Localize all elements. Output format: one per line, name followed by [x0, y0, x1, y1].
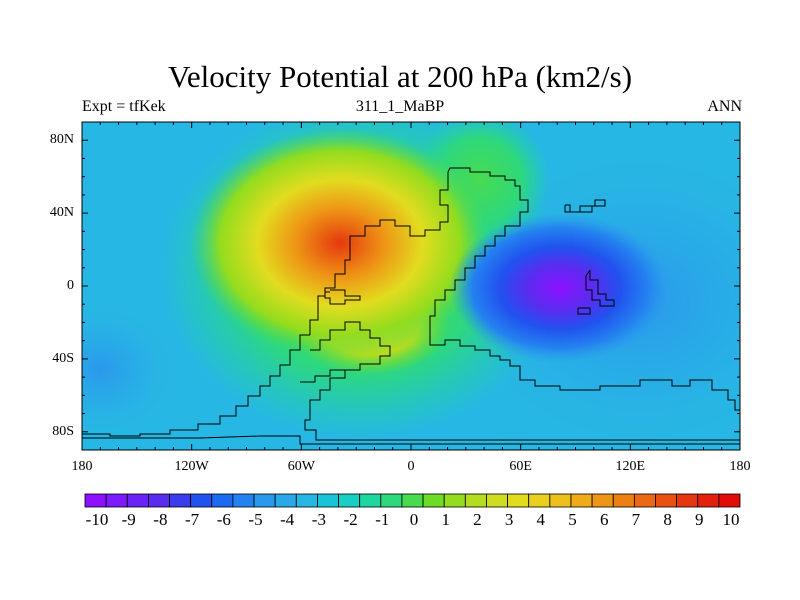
western-pacific-low: [82, 310, 170, 430]
colorbar-box: [338, 493, 361, 508]
colorbar-label: 7: [631, 510, 641, 529]
lat-tick-label: 80S: [52, 423, 74, 439]
contour-field: [82, 122, 740, 450]
axis-ticks: [81, 122, 741, 450]
colorbar-box: [655, 493, 678, 508]
colorbar-label: 8: [663, 510, 672, 529]
coastlines: [82, 167, 740, 445]
lon-tick-label: 0: [407, 459, 415, 474]
colorbar-box: [126, 493, 149, 508]
lon-tick-label: 180: [729, 459, 751, 474]
colorbar-label: -9: [121, 510, 136, 529]
colorbar-box: [718, 493, 741, 508]
colorbar-label: 6: [599, 510, 609, 529]
colorbar-box: [422, 493, 445, 508]
colorbar-label: 0: [409, 510, 419, 529]
plot-title: Velocity Potential at 200 hPa (km2/s): [167, 59, 633, 94]
colorbar-box: [295, 493, 318, 508]
colorbar-box: [359, 493, 382, 508]
colorbar-box: [211, 493, 234, 508]
colorbar-label: -7: [185, 510, 200, 529]
colorbar-box: [697, 493, 720, 508]
lat-tick-label: 40N: [49, 205, 74, 221]
colorbar-label: 9: [695, 510, 704, 529]
colorbar-box: [486, 493, 508, 508]
south-america-east-outline: [300, 369, 346, 383]
lon-tick-label: 180: [71, 459, 93, 474]
continent-south-east-outline: [304, 321, 740, 441]
lat-tick-label: 80N: [49, 132, 74, 148]
colorbar-box: [317, 493, 339, 508]
positive-maximum: [190, 128, 490, 358]
colorbar-box: [443, 493, 466, 508]
colorbar-box: [633, 493, 656, 508]
colorbar-box: [84, 493, 107, 508]
colorbar-box: [612, 493, 635, 508]
continent-north-outline: [429, 167, 740, 411]
season-label: ANN: [707, 98, 742, 115]
colorbar-box: [380, 493, 403, 508]
lon-tick-label: 60W: [287, 459, 315, 474]
colorbar-box: [591, 493, 614, 508]
colorbar-box: [274, 493, 297, 508]
lon-tick-label: 60E: [509, 459, 532, 474]
colorbar-label: 5: [568, 510, 577, 529]
eastern-continent-detail-2: [577, 307, 591, 315]
colorbar-label: -6: [216, 510, 231, 529]
colorbar: [84, 493, 741, 508]
antarctic-outline: [82, 435, 740, 445]
colorbar-label: 4: [536, 510, 546, 529]
colorbar-label: -2: [343, 510, 358, 529]
colorbar-label: -4: [280, 510, 295, 529]
arctic-islands-outline: [564, 199, 606, 213]
lon-tick-label: 120E: [615, 459, 646, 474]
colorbar-label: 10: [722, 510, 740, 529]
lat-tick-label: 40S: [52, 350, 74, 366]
colorbar-box: [528, 493, 551, 508]
colorbar-box: [401, 493, 424, 508]
colorbar-label: -3: [311, 510, 326, 529]
colorbar-box: [169, 493, 192, 508]
colorbar-box: [464, 493, 487, 508]
colorbar-label: -5: [248, 510, 263, 529]
colorbar-box: [147, 493, 170, 508]
negative-minimum: [450, 213, 670, 363]
colorbar-label: 3: [504, 510, 514, 529]
colorbar-box: [570, 493, 593, 508]
colorbar-box: [507, 493, 530, 508]
colorbar-box: [676, 493, 699, 508]
colorbar-label: -10: [85, 510, 109, 529]
colorbar-label: 1: [441, 510, 450, 529]
inland-outline: [324, 289, 361, 305]
colorbar-label: 2: [473, 510, 482, 529]
colorbar-label: -1: [375, 510, 390, 529]
lat-tick-label: 0: [67, 278, 74, 293]
experiment-label: Expt = tfKek: [82, 98, 166, 115]
colorbar-box: [105, 493, 128, 508]
colorbar-box: [549, 493, 572, 508]
colorbar-box: [253, 493, 276, 508]
continent-north-west-outline: [309, 172, 449, 335]
colorbar-box: [190, 493, 213, 508]
colorbar-label: -8: [153, 510, 168, 529]
eastern-continent-detail: [585, 269, 615, 307]
case-label: 311_1_MaBP: [355, 98, 445, 115]
lon-tick-label: 120W: [174, 459, 209, 474]
colorbar-box: [232, 493, 255, 508]
continent-south-outline: [82, 334, 310, 437]
